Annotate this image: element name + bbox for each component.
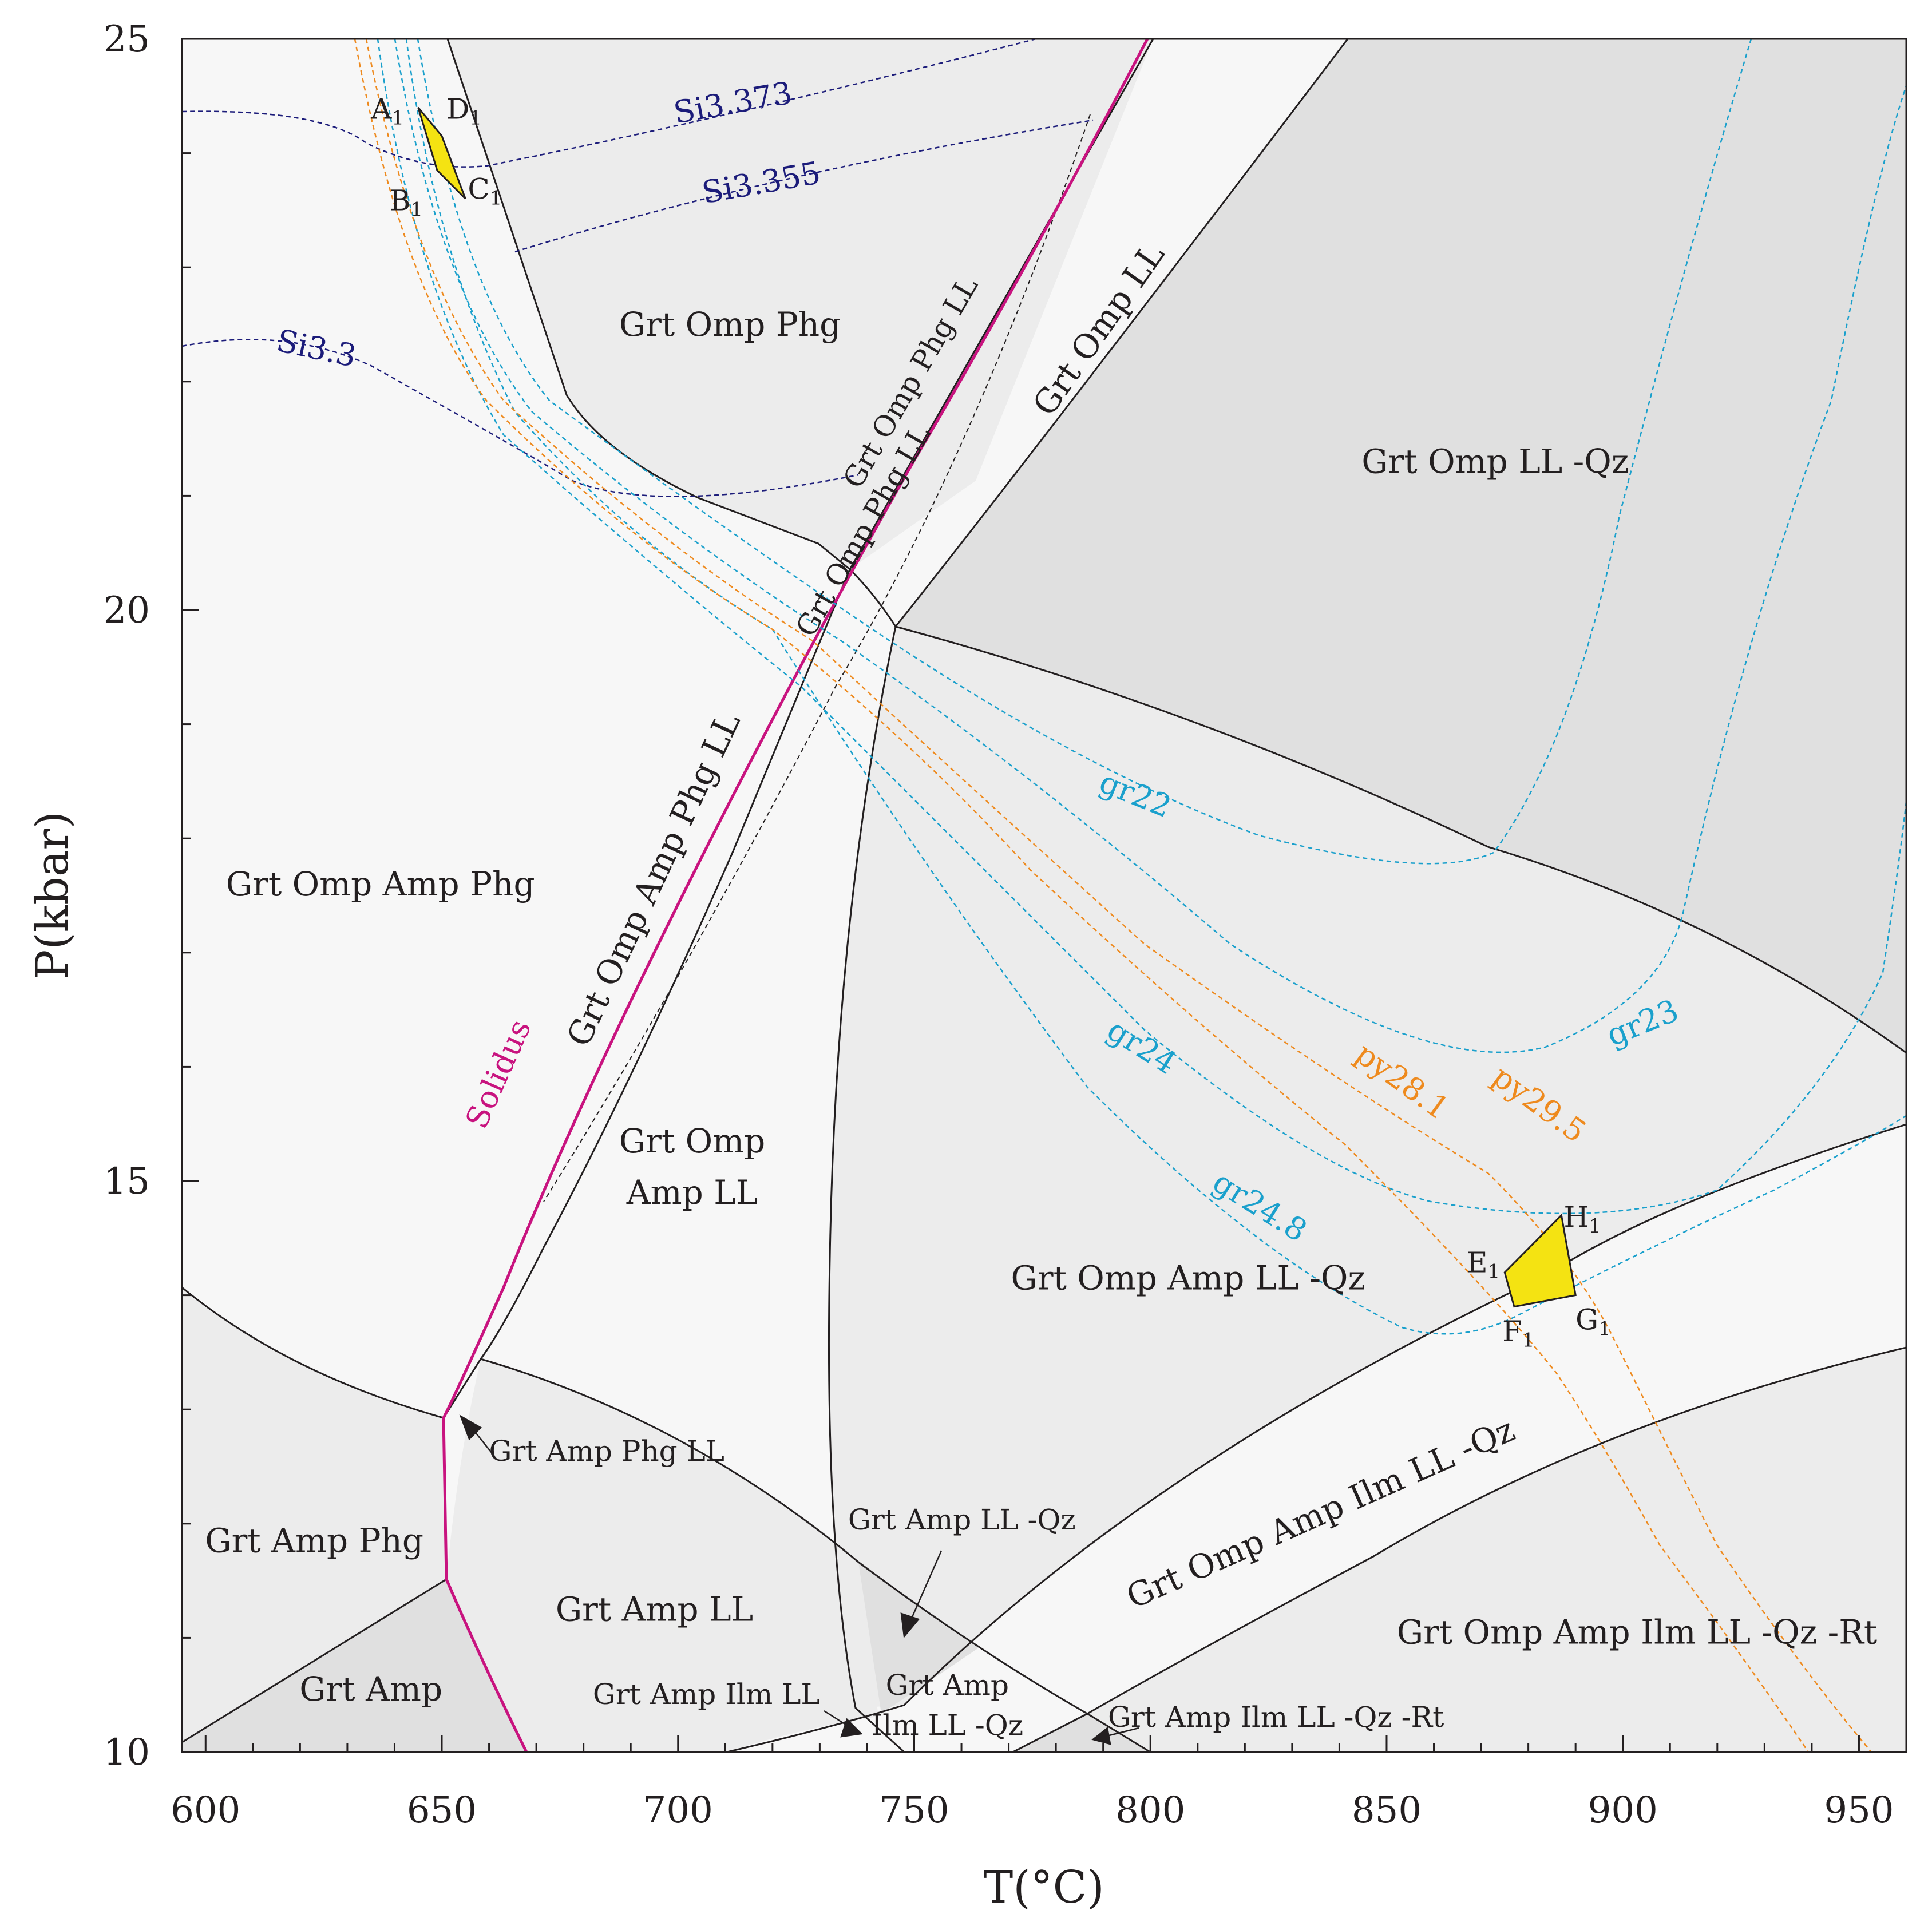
field-label-grt-amp-ll-qz: Grt Amp LL -Qz: [848, 1503, 1076, 1536]
pt-corner-subscript: 1: [1598, 1317, 1611, 1340]
pt-corner-subscript: 1: [490, 187, 502, 209]
boundary-phg-ll-thin: [543, 114, 1091, 1202]
field-label-grt-amp-phg-ll: Grt Amp Phg LL: [489, 1434, 724, 1468]
field-label-grt-amp-ilm-ll-qz-rt: Grt Amp Ilm LL -Qz -Rt: [1108, 1701, 1444, 1734]
pt-corner-subscript: 1: [1522, 1329, 1535, 1352]
arrow-grt-amp-ll-qz-line: [909, 1550, 943, 1623]
field-label-grt-omp-phg: Grt Omp Phg: [619, 305, 841, 344]
field-label-grt-omp-amp-ll-qz: Grt Omp Amp LL -Qz: [1011, 1259, 1365, 1298]
isopleth-gr22: [417, 39, 1752, 865]
isopleth-si3373: [182, 39, 1036, 168]
x-axis-title: T(°C): [983, 1862, 1104, 1913]
y-tick-label: 25: [104, 18, 150, 61]
x-tick-label: 700: [643, 1789, 713, 1832]
pt-corner-subscript: 1: [1487, 1261, 1500, 1283]
isopleth-py295: [365, 39, 1872, 1752]
field-label-grt-omp-ll-qz: Grt Omp LL -Qz: [1361, 442, 1629, 481]
isopleth-gr24: [377, 39, 1906, 1215]
isopleth-py281: [354, 39, 1810, 1752]
arrow-grt-amp-ilm-ll-head: [840, 1718, 863, 1738]
pt-boxes: [417, 106, 1577, 1308]
boundary-qz-out: [894, 39, 1349, 627]
pt-corner-label: E1: [1467, 1246, 1500, 1283]
isopleth-si3355: [514, 119, 1094, 253]
y-axis-title: P(kbar): [27, 811, 78, 980]
pt-corner-subscript: 1: [469, 107, 482, 130]
field-grt-omp-ll-qz: [896, 39, 1906, 1053]
field-grt-amp-ilm-ll-qz: [858, 1562, 979, 1714]
x-tick-label: 850: [1352, 1789, 1422, 1832]
field-label-grt-omp-amp-ll-1: Grt Omp: [619, 1121, 765, 1160]
field-label-grt-amp-ll: Grt Amp LL: [556, 1590, 753, 1628]
field-regions: [182, 39, 1906, 1752]
field-grt-amp-phg: [182, 1287, 446, 1742]
field-label-grt-amp-phg: Grt Amp Phg: [205, 1521, 423, 1560]
y-tick-label: 20: [104, 589, 150, 632]
gr-isopleths: [377, 39, 1906, 1335]
boundary-grt-amp: [182, 1578, 447, 1743]
field-grt-omp-amp-ilm-ll-qz-rt: [1087, 1348, 1906, 1752]
x-tick-label: 950: [1824, 1789, 1894, 1832]
arrow-grt-amp-ll-qz-head: [900, 1612, 920, 1639]
pt-corner-subscript: 1: [410, 198, 423, 221]
y-tick-label: 15: [104, 1160, 150, 1203]
field-label-grt-omp-amp-ilm-ll-qz-rt: Grt Omp Amp Ilm LL -Qz -Rt: [1397, 1612, 1877, 1651]
boundary-ilm-in: [726, 1123, 1906, 1752]
isopleth-gr23: [394, 39, 1906, 1053]
field-grt-amp: [182, 1579, 526, 1752]
isopleth-si33: [182, 339, 859, 497]
field-grt-amp-ll: [446, 1359, 878, 1752]
field-grt-amp-ilm-ll-qz-rt: [1013, 1714, 1150, 1752]
boundary-omp-out: [182, 1286, 1151, 1752]
arrow-grt-amp-ilm-ll-qz-rt-head: [1091, 1726, 1111, 1745]
arrow-grt-amp-ilm-ll-qz-rt-line: [1104, 1727, 1139, 1738]
boundary-rt-out: [1012, 1346, 1906, 1752]
pt-corner-label: B1: [390, 184, 423, 221]
plot-frame: [181, 38, 1907, 1753]
pt-corner-subscript: 1: [391, 107, 404, 130]
x-tick-label: 750: [879, 1789, 949, 1832]
x-tick-label: 800: [1115, 1789, 1185, 1832]
boundary-amp-in-left: [828, 626, 905, 1752]
boundary-omp-ll-qz: [895, 625, 1906, 1054]
plot-area: [181, 38, 1907, 1753]
si-isopleths: [182, 39, 1094, 497]
x-tick-label: 900: [1588, 1789, 1658, 1832]
field-label-grt-amp-ilm-ll-qz-1: Grt Amp: [886, 1669, 1009, 1702]
pt-corner-label: D1: [446, 93, 482, 130]
solidus-curve: [442, 39, 1149, 1752]
field-label-grt-omp-amp-ll-2: Amp LL: [626, 1173, 758, 1212]
x-tick-label: 600: [171, 1789, 240, 1832]
field-label-grt-amp-ilm-ll-qz-2: Ilm LL -Qz: [871, 1709, 1023, 1742]
py-isopleths: [354, 39, 1872, 1752]
field-grt-omp-phg: [448, 39, 1153, 569]
pointer-arrows: [459, 1414, 1139, 1745]
arrow-grt-amp-phg-ll-head: [459, 1414, 482, 1441]
pt-corner-subscript: 1: [1589, 1215, 1601, 1238]
isopleth-gr248: [405, 39, 1906, 1335]
pt-box-lower: [1503, 1213, 1577, 1308]
x-tick-label: 650: [407, 1789, 477, 1832]
field-label-grt-omp-amp-phg: Grt Omp Amp Phg: [226, 865, 535, 903]
field-label-grt-amp-ilm-ll: Grt Amp Ilm LL: [593, 1678, 820, 1711]
pt-box-upper: [417, 106, 466, 200]
field-label-grt-amp: Grt Amp: [299, 1670, 442, 1709]
phase-boundaries: [182, 39, 1906, 1752]
y-tick-label: 10: [104, 1731, 150, 1774]
